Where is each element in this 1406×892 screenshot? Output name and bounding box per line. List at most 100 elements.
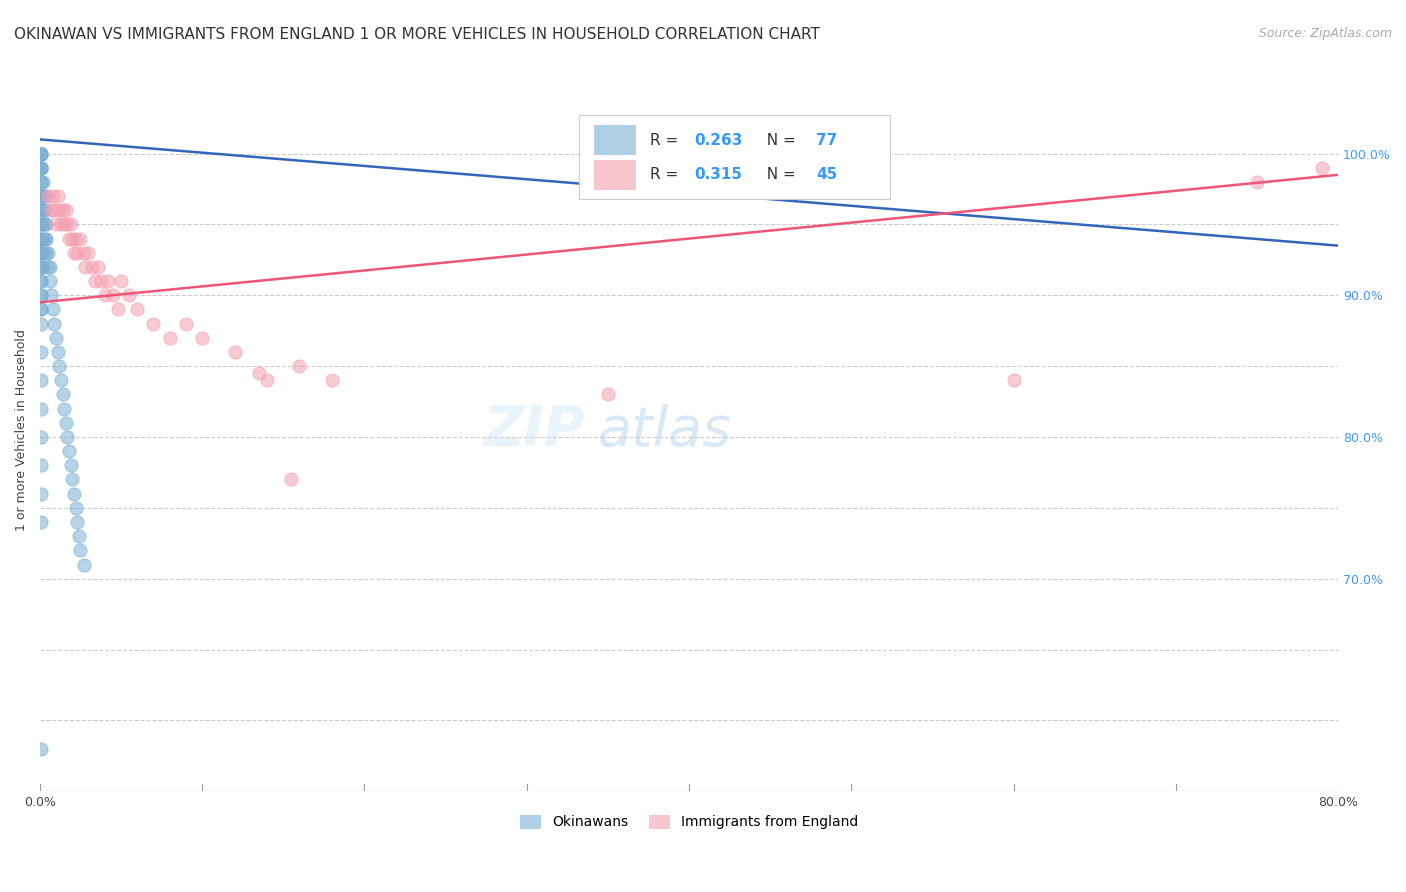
Point [1246, 175, 1268, 189]
Point [42, 302, 65, 317]
Point [224, 345, 246, 359]
Point [63, 486, 86, 500]
Y-axis label: 1 or more Vehicles in Household: 1 or more Vehicles in Household [15, 329, 28, 531]
Point [30, 218, 52, 232]
Point [321, 373, 343, 387]
Point [30, 189, 52, 203]
Point [87, 260, 110, 274]
Point [48, 359, 70, 373]
Point [37, 260, 59, 274]
Text: N =: N = [756, 168, 800, 182]
Point [45, 218, 67, 232]
Point [174, 317, 197, 331]
Point [44, 203, 66, 218]
Point [90, 274, 112, 288]
Point [69, 231, 91, 245]
Point [32, 218, 55, 232]
Point [32, 175, 55, 189]
Point [84, 274, 107, 288]
Point [58, 231, 80, 245]
Point [30, 218, 52, 232]
Point [30, 373, 52, 387]
Text: ZIP: ZIP [484, 403, 585, 457]
Point [60, 473, 83, 487]
Point [30, 288, 52, 302]
Point [30, 231, 52, 245]
Point [101, 288, 124, 302]
Point [30, 458, 52, 473]
Text: OKINAWAN VS IMMIGRANTS FROM ENGLAND 1 OR MORE VEHICLES IN HOUSEHOLD CORRELATION : OKINAWAN VS IMMIGRANTS FROM ENGLAND 1 OR… [14, 27, 820, 42]
Point [30, 175, 52, 189]
Point [46, 345, 69, 359]
Point [1310, 161, 1333, 175]
Point [30, 245, 52, 260]
Point [30, 203, 52, 218]
Point [93, 288, 115, 302]
Point [56, 218, 79, 232]
Point [30, 274, 52, 288]
FancyBboxPatch shape [595, 160, 636, 190]
Point [107, 302, 129, 317]
Point [39, 203, 62, 218]
Point [32, 189, 55, 203]
Point [30, 486, 52, 500]
Point [72, 245, 94, 260]
Text: atlas: atlas [598, 403, 733, 457]
Point [1002, 373, 1025, 387]
Point [30, 146, 52, 161]
Point [35, 218, 58, 232]
Point [142, 317, 165, 331]
Point [77, 245, 100, 260]
Point [30, 146, 52, 161]
Point [30, 146, 52, 161]
Point [51, 203, 73, 218]
Point [30, 260, 52, 274]
Point [30, 317, 52, 331]
Point [44, 317, 66, 331]
Point [256, 373, 278, 387]
Point [30, 189, 52, 203]
Point [56, 430, 79, 444]
Point [288, 359, 311, 373]
Point [32, 203, 55, 218]
Point [30, 741, 52, 756]
Point [30, 146, 52, 161]
Point [30, 189, 52, 203]
Point [110, 274, 132, 288]
Point [30, 175, 52, 189]
Legend: Okinawans, Immigrants from England: Okinawans, Immigrants from England [515, 809, 863, 835]
Point [30, 245, 52, 260]
Point [32, 245, 55, 260]
Point [66, 245, 89, 260]
Point [159, 331, 181, 345]
Point [66, 515, 89, 529]
Point [69, 543, 91, 558]
Point [60, 231, 83, 245]
Point [32, 231, 55, 245]
Point [53, 218, 76, 232]
Point [37, 189, 59, 203]
Point [80, 260, 103, 274]
Point [55, 203, 77, 218]
Point [34, 203, 56, 218]
Point [49, 373, 72, 387]
Point [30, 302, 52, 317]
Point [30, 302, 52, 317]
Point [118, 288, 141, 302]
Point [30, 274, 52, 288]
Point [42, 189, 65, 203]
Point [45, 331, 67, 345]
Text: R =: R = [650, 133, 683, 147]
Point [58, 444, 80, 458]
Point [59, 218, 82, 232]
Point [48, 203, 70, 218]
Point [51, 387, 73, 401]
Point [30, 161, 52, 175]
Point [65, 231, 87, 245]
Point [63, 245, 86, 260]
Point [34, 189, 56, 203]
Point [30, 203, 52, 218]
Text: 0.315: 0.315 [695, 168, 742, 182]
Point [596, 387, 619, 401]
Point [34, 231, 56, 245]
